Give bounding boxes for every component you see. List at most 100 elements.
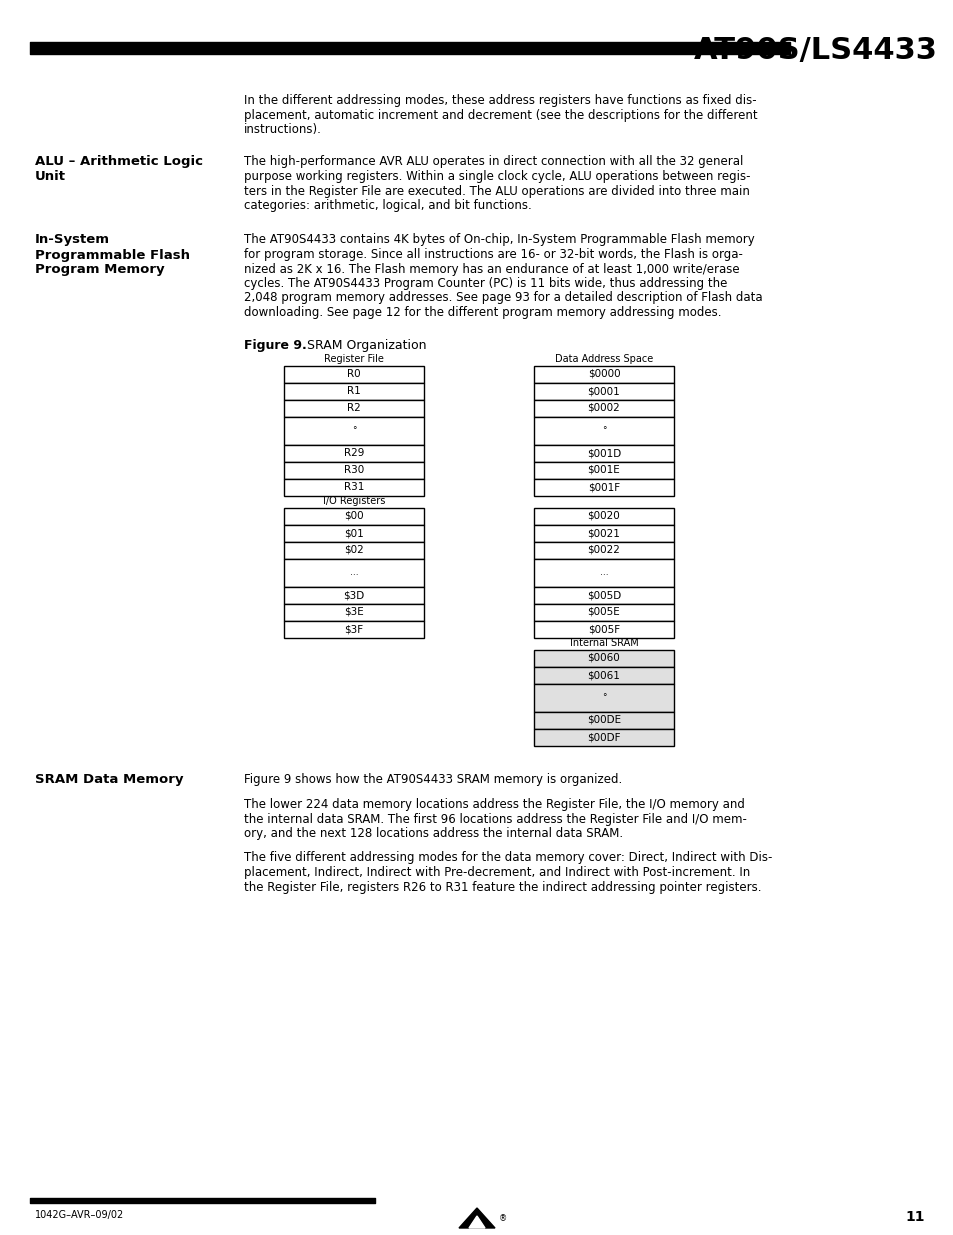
- Bar: [284, 478, 423, 495]
- Text: nized as 2K x 16. The Flash memory has an endurance of at least 1,000 write/eras: nized as 2K x 16. The Flash memory has a…: [244, 263, 739, 275]
- Text: $001E: $001E: [587, 466, 619, 475]
- Text: R1: R1: [347, 387, 360, 396]
- Text: The lower 224 data memory locations address the Register File, the I/O memory an: The lower 224 data memory locations addr…: [244, 798, 744, 811]
- Text: $0060: $0060: [587, 653, 619, 663]
- Text: Data Address Space: Data Address Space: [555, 353, 653, 363]
- Text: cycles. The AT90S4433 Program Counter (PC) is 11 bits wide, thus addressing the: cycles. The AT90S4433 Program Counter (P…: [244, 277, 726, 290]
- Bar: [534, 620, 673, 637]
- Text: SRAM Organization: SRAM Organization: [303, 338, 426, 352]
- Text: AT90S/LS4433: AT90S/LS4433: [694, 36, 937, 64]
- Bar: [534, 558, 673, 587]
- Text: $00: $00: [344, 511, 363, 521]
- Text: R0: R0: [347, 369, 360, 379]
- Text: ...: ...: [350, 568, 358, 577]
- Bar: [284, 558, 423, 587]
- Bar: [534, 416, 673, 445]
- Bar: [284, 604, 423, 620]
- Bar: [284, 620, 423, 637]
- Text: $00DF: $00DF: [587, 732, 620, 742]
- Text: $0002: $0002: [587, 403, 619, 412]
- Text: $005E: $005E: [587, 606, 619, 618]
- Text: R31: R31: [343, 482, 364, 492]
- Text: 1042G–AVR–09/02: 1042G–AVR–09/02: [35, 1210, 124, 1220]
- Bar: [534, 711, 673, 729]
- Bar: [534, 541, 673, 558]
- Polygon shape: [469, 1216, 484, 1228]
- Text: $0000: $0000: [587, 369, 619, 379]
- Bar: [534, 508, 673, 525]
- Bar: [534, 604, 673, 620]
- Text: 2,048 program memory addresses. See page 93 for a detailed description of Flash : 2,048 program memory addresses. See page…: [244, 291, 761, 305]
- Text: ALU – Arithmetic Logic: ALU – Arithmetic Logic: [35, 156, 203, 168]
- Text: R29: R29: [343, 448, 364, 458]
- Text: $3E: $3E: [344, 606, 363, 618]
- Text: SRAM Data Memory: SRAM Data Memory: [35, 773, 183, 787]
- Bar: [284, 383, 423, 399]
- Text: Unit: Unit: [35, 170, 66, 184]
- Text: The five different addressing modes for the data memory cover: Direct, Indirect : The five different addressing modes for …: [244, 851, 772, 864]
- Bar: [534, 650, 673, 667]
- Text: Programmable Flash: Programmable Flash: [35, 248, 190, 262]
- Text: $01: $01: [344, 529, 363, 538]
- Text: Program Memory: Program Memory: [35, 263, 165, 277]
- Bar: [284, 399, 423, 416]
- Text: $00DE: $00DE: [586, 715, 620, 725]
- Text: R2: R2: [347, 403, 360, 412]
- Text: instructions).: instructions).: [244, 124, 321, 136]
- Text: $0001: $0001: [587, 387, 619, 396]
- Text: $0020: $0020: [587, 511, 619, 521]
- Text: $0021: $0021: [587, 529, 619, 538]
- Text: °: °: [601, 693, 605, 701]
- Text: The high-performance AVR ALU operates in direct connection with all the 32 gener: The high-performance AVR ALU operates in…: [244, 156, 742, 168]
- Bar: [534, 383, 673, 399]
- Text: Figure 9.: Figure 9.: [244, 338, 307, 352]
- Text: The AT90S4433 contains 4K bytes of On-chip, In-System Programmable Flash memory: The AT90S4433 contains 4K bytes of On-ch…: [244, 233, 754, 247]
- Text: °: °: [601, 426, 605, 435]
- Bar: [534, 683, 673, 711]
- Text: placement, Indirect, Indirect with Pre-decrement, and Indirect with Post-increme: placement, Indirect, Indirect with Pre-d…: [244, 866, 749, 879]
- Text: $0022: $0022: [587, 545, 619, 555]
- Bar: [284, 541, 423, 558]
- Bar: [534, 525, 673, 541]
- Text: Internal SRAM: Internal SRAM: [569, 637, 638, 647]
- Text: for program storage. Since all instructions are 16- or 32-bit words, the Flash i: for program storage. Since all instructi…: [244, 248, 742, 261]
- Text: $001F: $001F: [587, 482, 619, 492]
- Text: In the different addressing modes, these address registers have functions as fix: In the different addressing modes, these…: [244, 94, 756, 107]
- Text: the Register File, registers R26 to R31 feature the indirect addressing pointer : the Register File, registers R26 to R31 …: [244, 881, 760, 893]
- Bar: [284, 462, 423, 478]
- Text: $0061: $0061: [587, 671, 619, 680]
- Text: purpose working registers. Within a single clock cycle, ALU operations between r: purpose working registers. Within a sing…: [244, 170, 750, 183]
- Bar: [534, 462, 673, 478]
- Bar: [284, 587, 423, 604]
- Text: °: °: [352, 426, 355, 435]
- Bar: [284, 366, 423, 383]
- Text: categories: arithmetic, logical, and bit functions.: categories: arithmetic, logical, and bit…: [244, 199, 531, 212]
- Bar: [534, 729, 673, 746]
- Text: $3D: $3D: [343, 590, 364, 600]
- Text: In-System: In-System: [35, 233, 110, 247]
- Bar: [284, 416, 423, 445]
- Text: $001D: $001D: [586, 448, 620, 458]
- Text: placement, automatic increment and decrement (see the descriptions for the diffe: placement, automatic increment and decre…: [244, 109, 757, 121]
- Bar: [534, 366, 673, 383]
- Polygon shape: [458, 1208, 495, 1228]
- Text: I/O Registers: I/O Registers: [322, 495, 385, 505]
- Text: ...: ...: [599, 568, 608, 577]
- Text: $005D: $005D: [586, 590, 620, 600]
- Bar: [534, 667, 673, 683]
- Bar: [284, 445, 423, 462]
- Text: 11: 11: [904, 1210, 924, 1224]
- Bar: [534, 445, 673, 462]
- Text: $3F: $3F: [344, 624, 363, 634]
- Bar: [284, 508, 423, 525]
- Text: $02: $02: [344, 545, 363, 555]
- Text: $005F: $005F: [587, 624, 619, 634]
- Text: downloading. See page 12 for the different program memory addressing modes.: downloading. See page 12 for the differe…: [244, 306, 720, 319]
- Bar: [534, 399, 673, 416]
- Text: R30: R30: [343, 466, 364, 475]
- Bar: [534, 587, 673, 604]
- Text: ters in the Register File are executed. The ALU operations are divided into thre: ters in the Register File are executed. …: [244, 184, 749, 198]
- Text: Register File: Register File: [324, 353, 383, 363]
- Text: Figure 9 shows how the AT90S4433 SRAM memory is organized.: Figure 9 shows how the AT90S4433 SRAM me…: [244, 773, 621, 787]
- Text: ®: ®: [498, 1214, 507, 1224]
